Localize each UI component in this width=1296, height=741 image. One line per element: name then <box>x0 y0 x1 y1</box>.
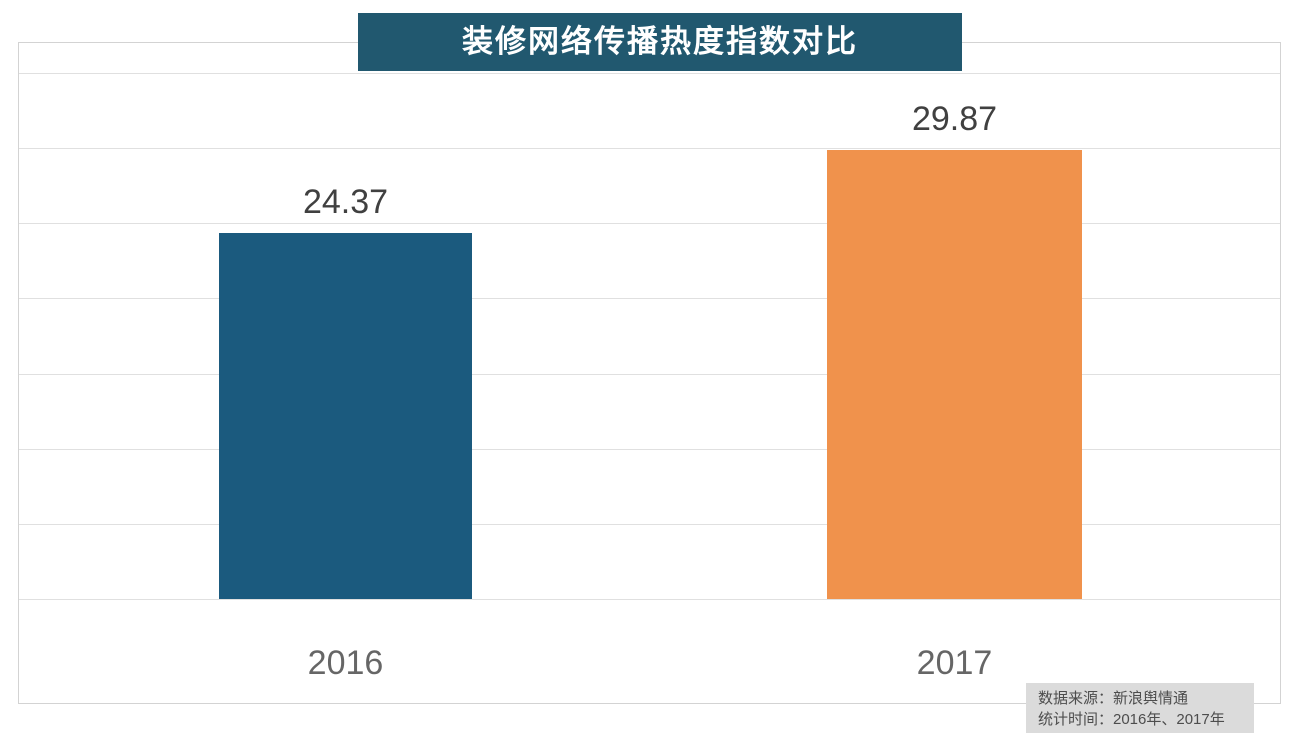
stat-period-line: 统计时间：2016年、2017年 <box>1038 711 1225 728</box>
gridline <box>19 298 1280 299</box>
gridline <box>19 148 1280 149</box>
plot-area: 24.37 29.87 2016 2017 <box>18 42 1281 704</box>
gridline <box>19 599 1280 600</box>
gridline <box>19 73 1280 74</box>
value-label-2017: 29.87 <box>911 100 998 138</box>
bar-2016 <box>219 233 472 599</box>
bar-column-2017: 29.87 <box>827 100 1082 599</box>
x-axis-label-2017: 2017 <box>916 644 993 682</box>
chart-title-banner: 装修网络传播热度指数对比 <box>358 13 962 71</box>
source-note-box: 数据来源：新浪舆情通 统计时间：2016年、2017年 <box>1026 683 1254 733</box>
gridline <box>19 374 1280 375</box>
x-axis-label-2016: 2016 <box>307 644 384 682</box>
data-source-line: 数据来源：新浪舆情通 <box>1038 690 1189 707</box>
gridline <box>19 524 1280 525</box>
gridline <box>19 223 1280 224</box>
bar-column-2016: 24.37 <box>219 183 472 599</box>
bar-2017 <box>827 150 1082 599</box>
value-label-2016: 24.37 <box>302 183 389 221</box>
chart-title: 装修网络传播热度指数对比 <box>462 24 858 59</box>
gridline <box>19 449 1280 450</box>
